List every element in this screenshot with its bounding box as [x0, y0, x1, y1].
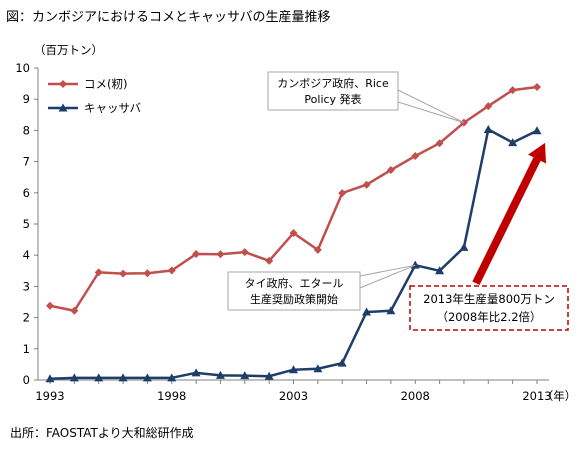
highlight-box — [409, 285, 569, 331]
rice-data-point — [533, 83, 541, 92]
annotation-text: カンボジア政府、Rice — [277, 76, 389, 90]
cassava-data-point — [362, 307, 372, 316]
y-tick-label: 7 — [23, 155, 30, 169]
y-tick-label: 9 — [23, 92, 30, 106]
y-tick-label: 4 — [23, 248, 30, 262]
cassava-data-point — [435, 266, 445, 275]
cassava-data-point — [410, 260, 420, 269]
y-tick-label: 10 — [15, 61, 30, 75]
x-tick-label: 2003 — [279, 389, 308, 403]
rice-data-point — [411, 151, 420, 160]
rice-data-point — [362, 180, 371, 189]
rice-data-point — [143, 269, 152, 278]
rice-data-point — [484, 102, 493, 111]
rice-data-point — [386, 166, 395, 175]
cassava-data-point — [264, 371, 274, 380]
rice-data-point — [338, 189, 347, 198]
rice-data-point — [289, 229, 298, 238]
cassava-data-point — [289, 365, 298, 374]
y-tick-label: 0 — [23, 373, 30, 387]
annotation-pointer — [397, 89, 465, 124]
annotation-text: Policy 発表 — [304, 92, 361, 106]
cassava-data-point — [483, 124, 493, 133]
cassava-data-point — [142, 373, 152, 382]
cassava-data-point — [313, 364, 323, 373]
cassava-data-point — [386, 306, 396, 315]
rice-data-point — [435, 139, 444, 148]
annotation-text: タイ政府、エタール — [245, 276, 344, 290]
cassava-data-point — [337, 358, 347, 367]
rice-data-point — [240, 248, 249, 257]
y-tick-label: 1 — [23, 342, 30, 356]
cassava-data-point — [532, 126, 542, 135]
y-axis-unit-label: （百万トン） — [34, 43, 103, 57]
y-tick-label: 6 — [23, 186, 30, 200]
y-tick-label: 8 — [23, 123, 30, 137]
annotation-box — [227, 271, 361, 311]
y-tick-label: 3 — [23, 279, 30, 293]
rice-data-point — [94, 268, 103, 277]
annotation-box — [267, 71, 399, 111]
legend-marker — [58, 103, 68, 112]
cassava-data-point — [69, 373, 79, 382]
highlight-text: 2013年生産量800万トン — [423, 292, 555, 306]
rice-data-point — [216, 250, 225, 259]
cassava-data-point — [508, 138, 518, 147]
source-note: 出所：FAOSTATより大和総研作成 — [10, 426, 194, 440]
y-tick-label: 2 — [23, 311, 30, 325]
annotation-pointer — [359, 264, 416, 289]
series-line-2 — [49, 128, 538, 381]
rice-data-point — [508, 86, 517, 95]
cassava-data-point — [45, 374, 55, 383]
rice-data-point — [192, 249, 201, 258]
trend-arrow-head — [528, 142, 547, 164]
highlight-text: （2008年比2.2倍） — [436, 310, 541, 324]
rice-data-point — [167, 266, 176, 275]
x-tick-label: 2008 — [401, 389, 430, 403]
x-tick-label: 2013 — [522, 389, 551, 403]
y-tick-label: 5 — [23, 217, 30, 231]
x-tick-label: 1993 — [35, 389, 64, 403]
chart-title: 図：カンボジアにおけるコメとキャッサバの生産量推移 — [6, 10, 331, 25]
rice-data-point — [119, 269, 128, 278]
rice-data-point — [46, 301, 54, 310]
cassava-data-point — [215, 370, 225, 379]
legend-label: キャッサバ — [84, 101, 142, 115]
legend-label: コメ(籾) — [84, 77, 127, 91]
rice-data-point — [70, 306, 79, 315]
cassava-data-point — [191, 368, 201, 377]
rice-data-point — [265, 256, 274, 265]
trend-arrow-shaft — [472, 157, 541, 286]
cassava-data-point — [167, 373, 177, 382]
rice-data-point — [313, 245, 322, 254]
cassava-data-point — [118, 373, 128, 382]
cassava-data-point — [459, 242, 469, 251]
x-tick-label: 1998 — [157, 389, 186, 403]
x-axis-unit-label: （年） — [542, 389, 577, 403]
legend-marker — [59, 80, 67, 88]
cassava-data-point — [240, 371, 250, 380]
cassava-data-point — [94, 373, 104, 382]
annotation-text: 生産奨励政策開始 — [250, 292, 338, 306]
